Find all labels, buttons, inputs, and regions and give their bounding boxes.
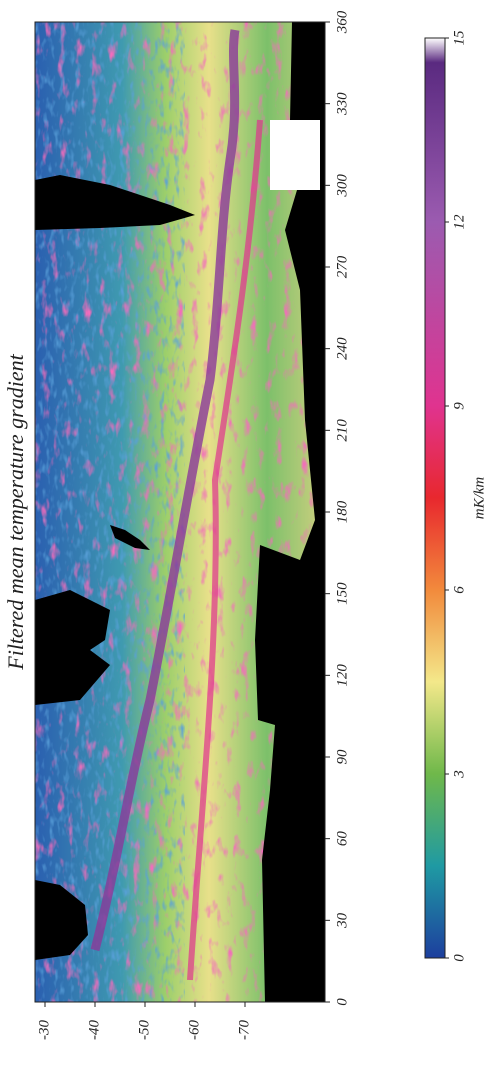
y-tick-label: -40: [86, 1020, 102, 1040]
colorbar-tick-label: 0: [451, 954, 467, 962]
x-tick-label: 330: [334, 92, 350, 116]
colorbar-tick-label: 9: [451, 402, 467, 410]
x-tick-label: 90: [334, 749, 350, 765]
x-tick-label: 30: [334, 912, 350, 929]
colorbar: [424, 37, 446, 959]
y-tick-label: -30: [36, 1020, 52, 1040]
x-tick-label: 300: [334, 174, 350, 198]
y-tick-label: -60: [186, 1020, 202, 1040]
x-tick-label: 180: [334, 500, 350, 523]
new-zealand: [110, 525, 150, 550]
colorbar-tick-label: 6: [451, 586, 467, 594]
chart-title: Filtered mean temperature gradient: [3, 353, 28, 670]
antarctica: [255, 22, 325, 1002]
x-tick-label: 210: [334, 419, 350, 442]
x-tick-label: 360: [334, 10, 350, 34]
x-tick-label: 60: [334, 831, 350, 847]
colorbar-tick-label: 12: [451, 214, 467, 230]
colorbar-tick-label: 3: [451, 770, 467, 779]
x-tick-label: 150: [334, 582, 350, 605]
colorbar-tick-label: 15: [451, 30, 467, 46]
x-tick-label: 0: [334, 998, 350, 1006]
australia: [35, 590, 110, 705]
x-tick-label: 240: [334, 337, 350, 360]
south-america: [35, 175, 195, 230]
y-tick-label: -70: [236, 1020, 252, 1040]
y-tick-label: -50: [136, 1020, 152, 1040]
x-tick-label: 120: [334, 664, 350, 687]
map-field: [34, 21, 326, 1003]
colorbar-label: mK/km: [471, 477, 487, 520]
africa: [35, 880, 88, 960]
x-tick-label: 270: [334, 255, 350, 278]
